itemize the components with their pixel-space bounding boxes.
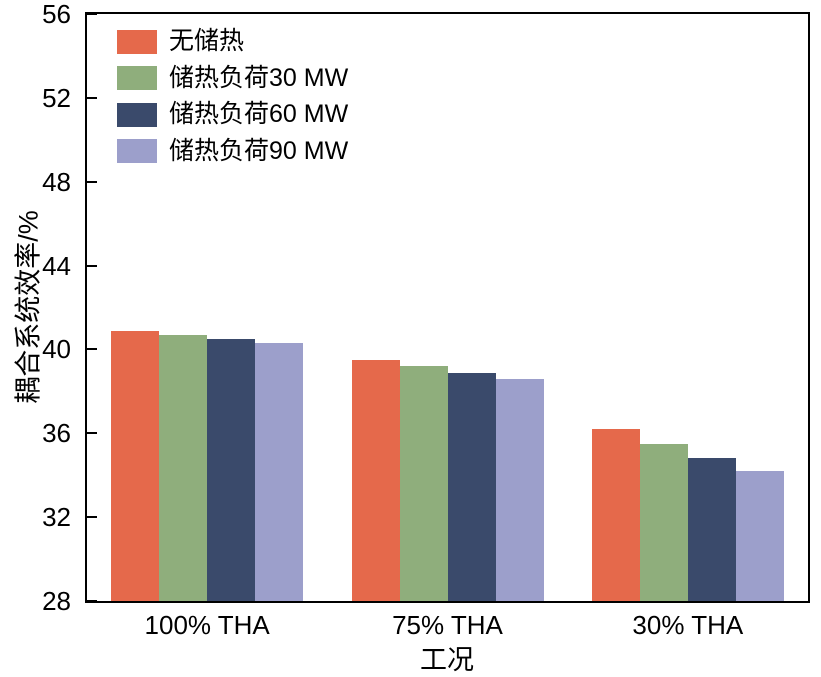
- y-tick: [87, 600, 97, 602]
- bar: [159, 334, 208, 601]
- x-category-label: 100% THA: [144, 610, 270, 640]
- y-tick-label: 56: [42, 0, 71, 29]
- bar: [735, 471, 784, 601]
- legend-item: 无储热: [117, 27, 348, 56]
- y-tick: [87, 432, 97, 435]
- y-tick-label: 32: [42, 502, 71, 533]
- bar: [111, 330, 160, 601]
- legend-swatch: [117, 102, 157, 127]
- legend-label: 无储热: [169, 27, 245, 55]
- y-tick-label: 52: [42, 82, 71, 113]
- legend-swatch: [117, 29, 157, 54]
- y-tick: [87, 348, 97, 351]
- x-category-label: 75% THA: [392, 610, 503, 640]
- legend-label: 储热负荷90 MW: [169, 136, 349, 165]
- y-tick: [87, 264, 97, 267]
- y-tick: [87, 13, 97, 15]
- x-category-label: 30% THA: [632, 610, 744, 640]
- bar: [495, 378, 544, 601]
- y-tick-label: 44: [42, 250, 71, 281]
- bar: [255, 343, 304, 601]
- bar: [351, 359, 400, 601]
- bar: [591, 429, 640, 601]
- y-axis-title: 耦合系统效率/%: [13, 210, 44, 404]
- legend-swatch: [117, 139, 157, 164]
- y-tick-label: 48: [42, 166, 71, 197]
- bar: [399, 366, 448, 601]
- legend-swatch: [117, 66, 157, 91]
- bar: [687, 458, 736, 601]
- bar: [207, 338, 256, 601]
- y-tick: [87, 96, 97, 99]
- plot-area: 无储热储热负荷30 MW 储热负荷60 MW 储热负荷90 MW: [85, 12, 810, 603]
- legend-item: 储热负荷60 MW: [117, 100, 349, 129]
- legend-label: 储热负荷60 MW: [169, 100, 349, 128]
- bar: [447, 372, 496, 601]
- x-axis-title: 工况: [420, 645, 474, 675]
- bar: [639, 443, 688, 601]
- legend-label: 储热负荷30 MW: [169, 63, 349, 92]
- y-tick: [87, 180, 97, 183]
- legend-item: 储热负荷30 MW: [117, 63, 349, 93]
- y-tick-label: 28: [42, 586, 71, 616]
- y-tick-label: 40: [42, 334, 71, 365]
- y-tick: [87, 516, 97, 519]
- y-tick-label: 36: [42, 418, 71, 449]
- legend-item: 储热负荷90 MW: [117, 136, 349, 166]
- legend: 无储热储热负荷30 MW 储热负荷60 MW 储热负荷90 MW: [117, 27, 349, 166]
